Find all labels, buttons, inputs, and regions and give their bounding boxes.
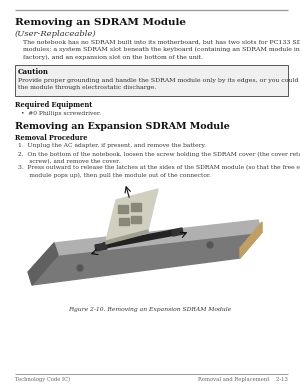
Polygon shape (240, 222, 262, 258)
Text: •  #0 Phillips screwdriver.: • #0 Phillips screwdriver. (21, 111, 101, 116)
Circle shape (77, 265, 83, 271)
Text: Removal and Replacement    2-13: Removal and Replacement 2-13 (198, 377, 288, 382)
Bar (119, 218, 129, 225)
Text: Caution: Caution (18, 68, 49, 76)
Text: 2.  On the bottom of the notebook, loosen the screw holding the SDRAM cover (the: 2. On the bottom of the notebook, loosen… (18, 152, 300, 165)
Text: Technology Code IC): Technology Code IC) (15, 377, 70, 382)
Bar (131, 216, 141, 223)
Text: 1.  Unplug the AC adapter, if present, and remove the battery.: 1. Unplug the AC adapter, if present, an… (18, 143, 206, 148)
Bar (131, 203, 141, 211)
Polygon shape (172, 228, 183, 236)
Polygon shape (54, 220, 262, 255)
Polygon shape (28, 243, 58, 285)
Text: The notebook has no SDRAM built into its motherboard, but has two slots for PC13: The notebook has no SDRAM built into its… (23, 40, 300, 60)
Polygon shape (103, 230, 175, 248)
Polygon shape (32, 232, 262, 285)
Text: Removing an Expansion SDRAM Module: Removing an Expansion SDRAM Module (15, 122, 230, 131)
Text: Provide proper grounding and handle the SDRAM module only by its edges, or you c: Provide proper grounding and handle the … (18, 78, 300, 90)
Circle shape (207, 242, 213, 248)
Text: Removing an SDRAM Module: Removing an SDRAM Module (15, 18, 186, 27)
Text: 3.  Press outward to release the latches at the sides of the SDRAM module (so th: 3. Press outward to release the latches … (18, 165, 300, 178)
Text: Required Equipment: Required Equipment (15, 101, 92, 109)
Bar (118, 205, 128, 213)
Text: Figure 2-10. Removing an Expansion SDRAM Module: Figure 2-10. Removing an Expansion SDRAM… (68, 307, 232, 312)
Polygon shape (95, 243, 107, 251)
Polygon shape (106, 230, 148, 244)
Bar (15, 65, 288, 96)
Text: (User-Replaceable): (User-Replaceable) (15, 30, 97, 38)
Text: Removal Procedure: Removal Procedure (15, 134, 88, 142)
Polygon shape (106, 189, 158, 241)
